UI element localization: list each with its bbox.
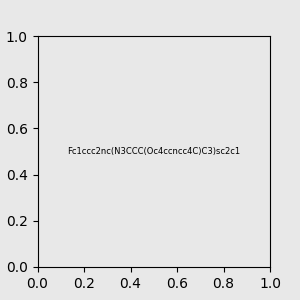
Text: Fc1ccc2nc(N3CCC(Oc4ccncc4C)C3)sc2c1: Fc1ccc2nc(N3CCC(Oc4ccncc4C)C3)sc2c1 [67,147,240,156]
